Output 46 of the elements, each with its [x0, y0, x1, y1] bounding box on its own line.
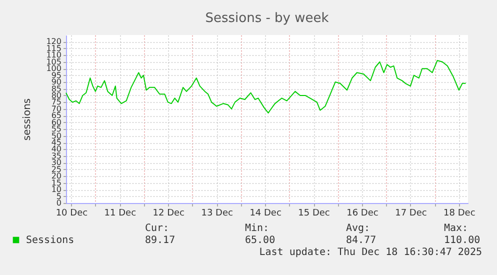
y-tick-label: 100 [46, 64, 62, 74]
y-tick-label: 60 [51, 118, 62, 127]
y-tick-label: 15 [51, 178, 62, 188]
y-tick-label: 55 [51, 124, 62, 134]
y-tick-label: 115 [46, 44, 62, 53]
y-tick-label: 40 [51, 144, 62, 154]
y-tick-label: 95 [51, 70, 62, 80]
y-tick-label: 75 [51, 98, 62, 107]
y-tick-label: 80 [51, 90, 62, 100]
legend-label: Sessions [26, 235, 74, 246]
x-tick-label: 13 Dec [201, 208, 233, 218]
y-tick-label: 30 [51, 158, 62, 168]
y-tick-label: 105 [46, 57, 62, 66]
text: Max: [444, 223, 468, 234]
y-tick-label: 120 [46, 37, 62, 46]
y-tick-label: 20 [51, 172, 62, 181]
text: Min: [245, 223, 270, 234]
line-series [66, 60, 466, 114]
text: 65.00 [245, 235, 276, 246]
x-tick-label: 11 Dec [104, 208, 136, 218]
y-tick-label: 70 [51, 104, 62, 114]
text: Cur: [145, 223, 170, 234]
y-tick-label: 35 [51, 151, 62, 160]
y-axis-title: sessions [22, 98, 34, 141]
text: Avg: [346, 223, 370, 234]
x-tick-label: 18 Dec [444, 208, 476, 218]
text: Last update: Thu Dec 18 16:30:47 2025 [259, 247, 482, 258]
y-tick-label: 110 [46, 50, 62, 60]
y-tick-label: 90 [51, 78, 62, 87]
text: 110.00 [444, 235, 480, 246]
y-tick-label: 5 [56, 192, 62, 201]
text: 89.17 [145, 235, 176, 246]
y-tick-label: 50 [51, 131, 62, 140]
x-tick-label: 16 Dec [346, 208, 378, 218]
text: 84.77 [346, 235, 376, 246]
y-tick-label: 85 [51, 84, 62, 94]
x-tick-label: 10 Dec [56, 208, 88, 218]
x-tick-label: 17 Dec [395, 208, 427, 218]
chart-title: Sessions - by week [205, 11, 330, 26]
x-tick-label: 12 Dec [152, 208, 185, 218]
y-tick-label: 25 [51, 164, 62, 174]
x-tick-label: 14 Dec [250, 208, 282, 218]
y-tick-label: 65 [51, 111, 62, 120]
y-tick-label: 0 [56, 198, 62, 208]
y-tick-label: 10 [51, 185, 62, 194]
x-tick-label: 15 Dec [298, 208, 330, 218]
